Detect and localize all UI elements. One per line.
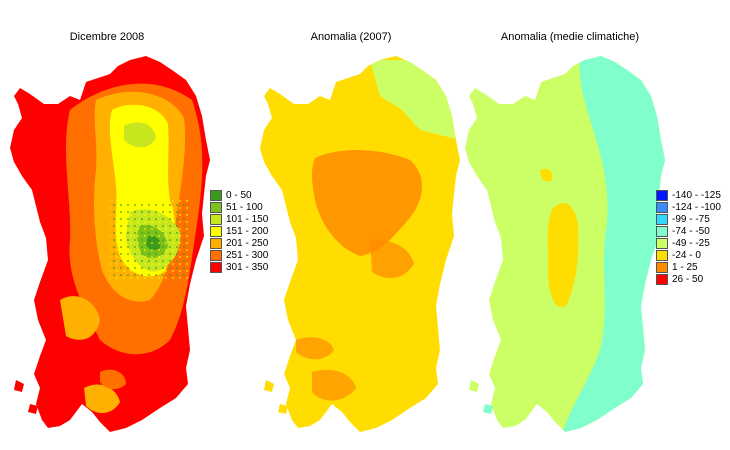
zone-1-25-south bbox=[312, 369, 356, 401]
map-anomalia-medie bbox=[465, 56, 665, 432]
legend-swatch bbox=[210, 226, 222, 238]
legend-swatch bbox=[656, 262, 668, 274]
legend-dicembre-2008: 0 - 50 51 - 100 101 - 150 151 - 200 201 … bbox=[210, 190, 268, 274]
legend-label: 201 - 250 bbox=[226, 238, 269, 250]
map-dicembre-2008 bbox=[10, 56, 210, 432]
legend-item: 26 - 50 bbox=[656, 274, 721, 286]
map-title-anomalia-medie: Anomalia (medie climatiche) bbox=[500, 31, 640, 43]
legend-item: -49 - -25 bbox=[656, 238, 721, 250]
legend-label: 1 - 25 bbox=[672, 262, 698, 274]
legend-item: -74 - -50 bbox=[656, 226, 721, 238]
legend-swatch bbox=[656, 226, 668, 238]
legend-item: 251 - 300 bbox=[210, 250, 268, 262]
legend-swatch bbox=[210, 262, 222, 274]
islet-south bbox=[28, 404, 38, 414]
legend-item: 301 - 350 bbox=[210, 262, 268, 274]
legend-swatch bbox=[210, 214, 222, 226]
legend-item: 51 - 100 bbox=[210, 202, 268, 214]
legend-label: 251 - 300 bbox=[226, 250, 269, 262]
islet-south-2 bbox=[278, 404, 288, 414]
legend-label: 151 - 200 bbox=[226, 226, 269, 238]
zone-south-b bbox=[100, 369, 126, 390]
legend-swatch bbox=[210, 250, 222, 262]
legend-item: 201 - 250 bbox=[210, 238, 268, 250]
legend-label: -124 - -100 bbox=[672, 202, 721, 214]
legend-label: -24 - 0 bbox=[672, 250, 701, 262]
zone-1-25-center bbox=[312, 149, 423, 256]
zone-1-25-center-b bbox=[370, 239, 414, 279]
legend-label: -140 - -125 bbox=[672, 190, 721, 202]
legend-label: 301 - 350 bbox=[226, 262, 269, 274]
islet-sant-antioco-3 bbox=[469, 380, 479, 392]
legend-item: 0 - 50 bbox=[210, 190, 268, 202]
zone-south-west bbox=[60, 296, 100, 340]
legend-anomalia-medie: -140 - -125 -124 - -100 -99 - -75 -74 - … bbox=[656, 190, 721, 286]
legend-swatch bbox=[656, 202, 668, 214]
legend-label: 26 - 50 bbox=[672, 274, 704, 286]
legend-swatch bbox=[210, 190, 222, 202]
zone-minus24-0-north bbox=[540, 168, 553, 182]
legend-label: 101 - 150 bbox=[226, 214, 269, 226]
islet-south-3 bbox=[483, 404, 493, 414]
legend-item: -124 - -100 bbox=[656, 202, 721, 214]
zone-101-150-north bbox=[124, 122, 156, 148]
islet-sant-antioco-2 bbox=[264, 380, 274, 392]
zone-1-25-south-west bbox=[296, 337, 334, 360]
legend-swatch bbox=[656, 274, 668, 286]
legend-swatch bbox=[210, 202, 222, 214]
zone-south bbox=[84, 384, 120, 414]
legend-item: 101 - 150 bbox=[210, 214, 268, 226]
legend-item: 1 - 25 bbox=[656, 262, 721, 274]
islet-sant-antioco bbox=[14, 380, 24, 392]
legend-label: -74 - -50 bbox=[672, 226, 710, 238]
legend-item: -140 - -125 bbox=[656, 190, 721, 202]
legend-swatch bbox=[656, 238, 668, 250]
legend-label: -99 - -75 bbox=[672, 214, 710, 226]
zone-minus24-0 bbox=[547, 203, 579, 308]
legend-swatch bbox=[656, 250, 668, 262]
legend-item: -24 - 0 bbox=[656, 250, 721, 262]
texture-speckle bbox=[110, 200, 190, 280]
legend-swatch bbox=[210, 238, 222, 250]
legend-label: 0 - 50 bbox=[226, 190, 252, 202]
legend-item: -99 - -75 bbox=[656, 214, 721, 226]
map-title-dicembre-2008: Dicembre 2008 bbox=[69, 31, 145, 43]
map-anomalia-2007 bbox=[260, 56, 460, 432]
legend-swatch bbox=[656, 214, 668, 226]
legend-swatch bbox=[656, 190, 668, 202]
map-title-anomalia-2007: Anomalia (2007) bbox=[310, 31, 392, 43]
legend-label: -49 - -25 bbox=[672, 238, 710, 250]
legend-label: 51 - 100 bbox=[226, 202, 263, 214]
legend-item: 151 - 200 bbox=[210, 226, 268, 238]
